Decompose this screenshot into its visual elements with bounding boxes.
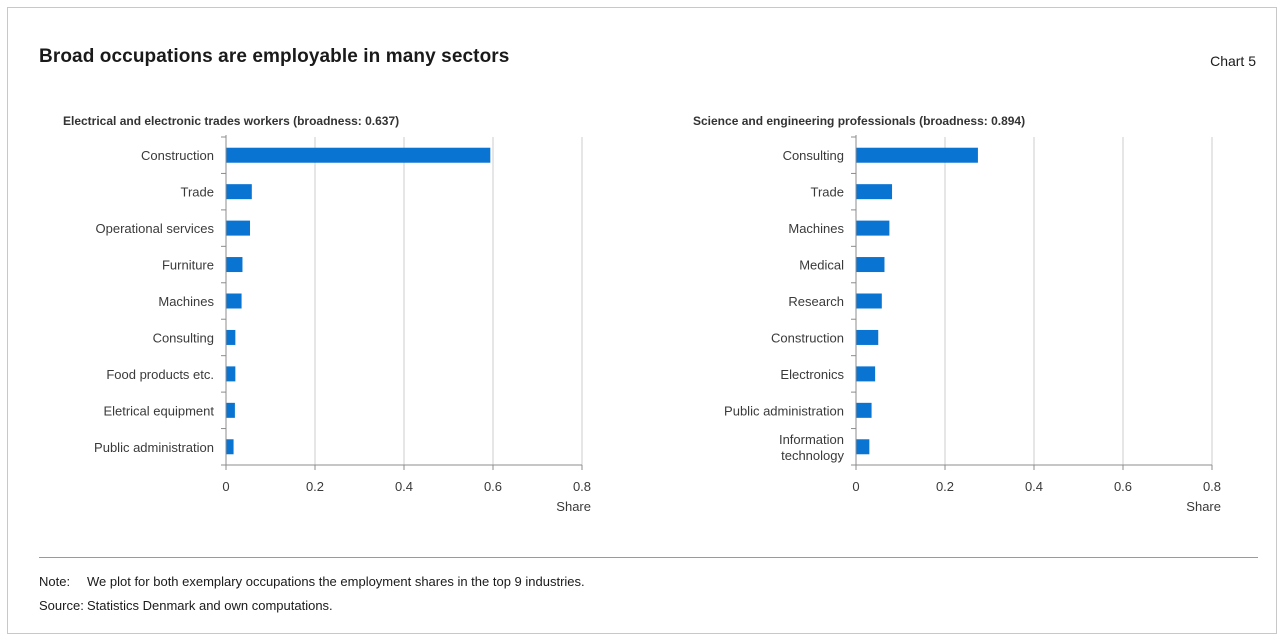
bar <box>226 257 243 273</box>
bar <box>226 293 242 309</box>
category-label: Furniture <box>162 258 214 273</box>
chart-number: Chart 5 <box>1210 53 1256 69</box>
category-label: Trade <box>181 185 214 200</box>
x-tick-label: 0.8 <box>573 479 591 494</box>
category-label: Consulting <box>783 148 844 163</box>
note-label: Note: <box>39 574 71 589</box>
bar <box>226 184 252 200</box>
category-label-line: technology <box>781 448 844 463</box>
category-label: Construction <box>771 330 844 345</box>
note-text: We plot for both exemplary occupations t… <box>87 574 585 589</box>
x-tick-label: 0.8 <box>1203 479 1221 494</box>
x-axis-label: Share <box>556 499 591 514</box>
chart-frame <box>7 7 1277 634</box>
bar <box>856 220 890 236</box>
x-tick-label: 0 <box>222 479 229 494</box>
chart-title: Broad occupations are employable in many… <box>39 46 510 67</box>
category-label: Trade <box>811 185 844 200</box>
bar <box>856 329 879 345</box>
category-label: Construction <box>141 148 214 163</box>
bar <box>856 402 872 418</box>
category-label: Public administration <box>94 440 214 455</box>
category-label: Machines <box>788 221 844 236</box>
category-label: Machines <box>158 294 214 309</box>
category-label: Consulting <box>153 330 214 345</box>
source-text: Statistics Denmark and own computations. <box>87 598 333 613</box>
category-label-line: Information <box>779 432 844 447</box>
bar <box>856 147 978 163</box>
category-label: Medical <box>799 258 844 273</box>
category-label: Operational services <box>96 221 215 236</box>
bar <box>226 439 234 455</box>
left-panel-chart: Electrical and electronic trades workers… <box>63 114 591 514</box>
bar <box>226 147 491 163</box>
bar <box>856 366 876 382</box>
category-label: Information technology <box>779 432 845 463</box>
x-tick-label: 0.6 <box>1114 479 1132 494</box>
x-tick-label: 0 <box>852 479 859 494</box>
footer-note: Note: We plot for both exemplary occupati… <box>39 574 585 589</box>
footer-source: Source: Statistics Denmark and own comput… <box>39 598 333 613</box>
bar <box>856 184 893 200</box>
bar <box>226 329 236 345</box>
bar <box>856 293 882 309</box>
bar <box>856 257 885 273</box>
bar <box>226 402 235 418</box>
panel-title: Electrical and electronic trades workers… <box>63 114 399 128</box>
category-label: Eletrical equipment <box>103 403 214 418</box>
x-tick-label: 0.6 <box>484 479 502 494</box>
bar <box>856 439 870 455</box>
x-tick-label: 0.2 <box>936 479 954 494</box>
footer-divider <box>39 557 1258 558</box>
x-tick-label: 0.4 <box>1025 479 1043 494</box>
category-label: Public administration <box>724 403 844 418</box>
x-tick-label: 0.4 <box>395 479 413 494</box>
bar <box>226 366 236 382</box>
category-label: Electronics <box>780 367 844 382</box>
x-tick-label: 0.2 <box>306 479 324 494</box>
category-label: Food products etc. <box>106 367 214 382</box>
category-label: Research <box>788 294 844 309</box>
source-label: Source: <box>39 598 84 613</box>
right-panel-chart: Science and engineering professionals (b… <box>693 114 1221 514</box>
bar <box>226 220 251 236</box>
x-axis-label: Share <box>1186 499 1221 514</box>
panel-title: Science and engineering professionals (b… <box>693 114 1025 128</box>
